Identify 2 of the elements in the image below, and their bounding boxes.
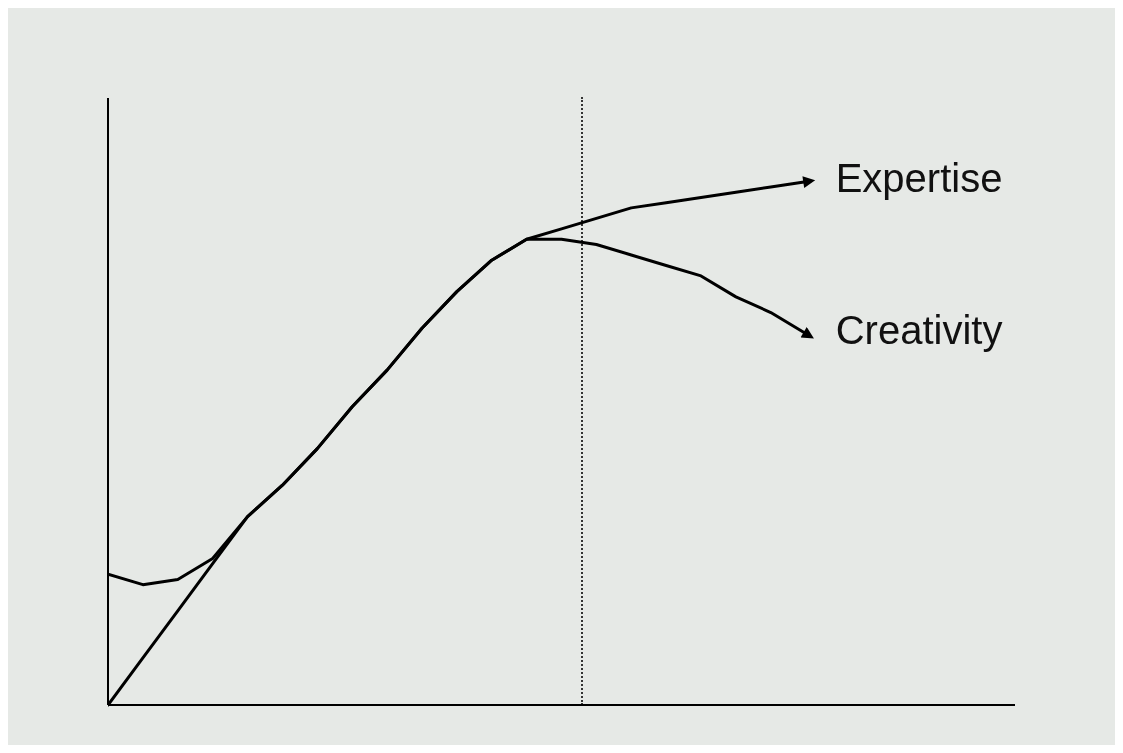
series-label: Expertise: [835, 156, 1003, 201]
series-label: Creativity: [835, 308, 1003, 353]
